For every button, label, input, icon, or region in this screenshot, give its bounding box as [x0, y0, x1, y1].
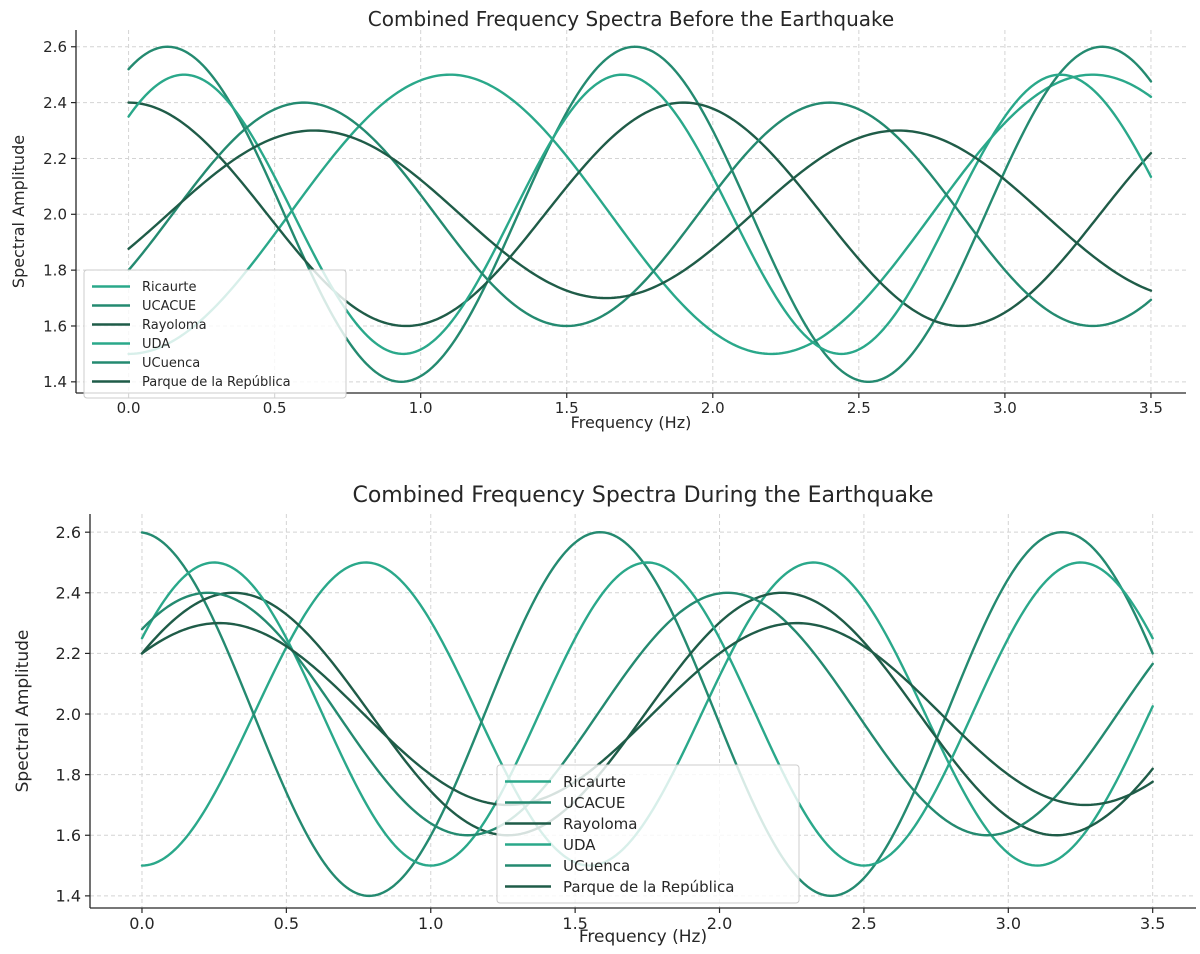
series-line-2: [127, 101, 1153, 328]
series-line-0: [127, 73, 1153, 356]
legend-box: [83, 269, 347, 399]
series-line-2: [140, 591, 1154, 837]
x-tick-label: 3.0: [993, 399, 1017, 417]
series-line-5: [140, 621, 1154, 807]
legend-label: UDA: [563, 836, 596, 854]
legend-label: Parque de la República: [563, 878, 734, 896]
y-axis-label: Spectral Amplitude: [13, 630, 33, 793]
y-tick-label: 1.6: [56, 826, 81, 845]
legend-label: UCuenca: [142, 356, 200, 371]
y-tick-label: 1.6: [43, 317, 67, 335]
x-tick-label: 1.5: [562, 914, 587, 933]
y-tick-label: 1.4: [56, 887, 81, 906]
legend-label: UCuenca: [563, 857, 630, 875]
legend-label: Ricaurte: [563, 773, 626, 791]
grid: [76, 30, 1186, 393]
legend-label: Parque de la República: [142, 375, 291, 390]
y-tick-label: 2.6: [43, 38, 67, 56]
series-line-4: [140, 591, 1154, 837]
chart-before-earthquake: 0.0 0.5 1.0 1.5 2.0 2.5 3.0 3.5 1.4 1.6 1.8 2.0 2.2 2…: [9, 7, 1186, 432]
y-tick-label: 1.8: [56, 765, 81, 784]
legend-label: Rayoloma: [142, 318, 207, 333]
x-tick-label: 2.5: [847, 399, 871, 417]
x-tick-label: 0.0: [117, 399, 141, 417]
legend-label: UCACUE: [142, 299, 196, 314]
chart-title: Combined Frequency Spectra Before the Ea…: [368, 7, 894, 31]
x-tick-label: 0.5: [274, 914, 299, 933]
legend-label: Rayoloma: [563, 815, 638, 833]
x-tick-label: 1.5: [555, 399, 579, 417]
y-tick-label: 2.4: [43, 94, 67, 112]
ticks: 0.0 0.5 1.0 1.5 2.0 2.5 3.0 3.5 1.4 1.6 1.8 2.0 2.2 2…: [43, 38, 1163, 417]
y-tick-label: 2.0: [56, 705, 81, 724]
series-line-3: [140, 561, 1154, 867]
x-axis-label: Frequency (Hz): [579, 927, 707, 947]
x-tick-label: 0.5: [263, 399, 287, 417]
x-tick-label: 1.0: [409, 399, 433, 417]
series-line-1: [127, 45, 1153, 384]
chart-during-earthquake: 0.0 0.5 1.0 1.5 2.0 2.5 3.0 3.5 1.4 1.6 1.8 2.0 2.2 2…: [13, 483, 1196, 947]
legend-label: UCACUE: [563, 794, 625, 812]
x-axis-label: Frequency (Hz): [571, 413, 692, 432]
legend-box: [496, 764, 800, 904]
legend: Ricaurte UCACUE Rayoloma UDA UCuenca Parque d…: [496, 764, 800, 904]
y-tick-label: 2.6: [56, 523, 81, 542]
series-line-5: [127, 129, 1153, 300]
legend: Ricaurte UCACUE Rayoloma UDA UCuenca Parque d…: [83, 269, 347, 399]
series-line-4: [127, 101, 1153, 328]
x-tick-label: 2.5: [851, 914, 876, 933]
series-line-1: [140, 530, 1154, 898]
chart-title: Combined Frequency Spectra During the Ea…: [352, 483, 933, 508]
y-tick-label: 1.4: [43, 373, 67, 391]
series-line-3: [127, 73, 1153, 356]
legend-label: Ricaurte: [142, 280, 196, 295]
series-group: [127, 45, 1153, 384]
y-tick-label: 2.2: [43, 150, 67, 168]
x-tick-label: 2.0: [701, 399, 725, 417]
y-tick-label: 1.8: [43, 262, 67, 280]
ticks: 0.0 0.5 1.0 1.5 2.0 2.5 3.0 3.5 1.4 1.6 1.8 2.0 2.2 2…: [56, 523, 1166, 933]
x-tick-label: 3.5: [1140, 914, 1165, 933]
x-tick-label: 0.0: [129, 914, 154, 933]
x-tick-label: 2.0: [707, 914, 732, 933]
x-tick-label: 3.0: [996, 914, 1021, 933]
legend-label: UDA: [142, 337, 170, 352]
x-tick-label: 1.0: [418, 914, 443, 933]
y-tick-label: 2.4: [56, 584, 81, 603]
x-tick-label: 3.5: [1139, 399, 1163, 417]
y-tick-label: 2.0: [43, 206, 67, 224]
y-tick-label: 2.2: [56, 644, 81, 663]
y-axis-label: Spectral Amplitude: [9, 135, 28, 288]
